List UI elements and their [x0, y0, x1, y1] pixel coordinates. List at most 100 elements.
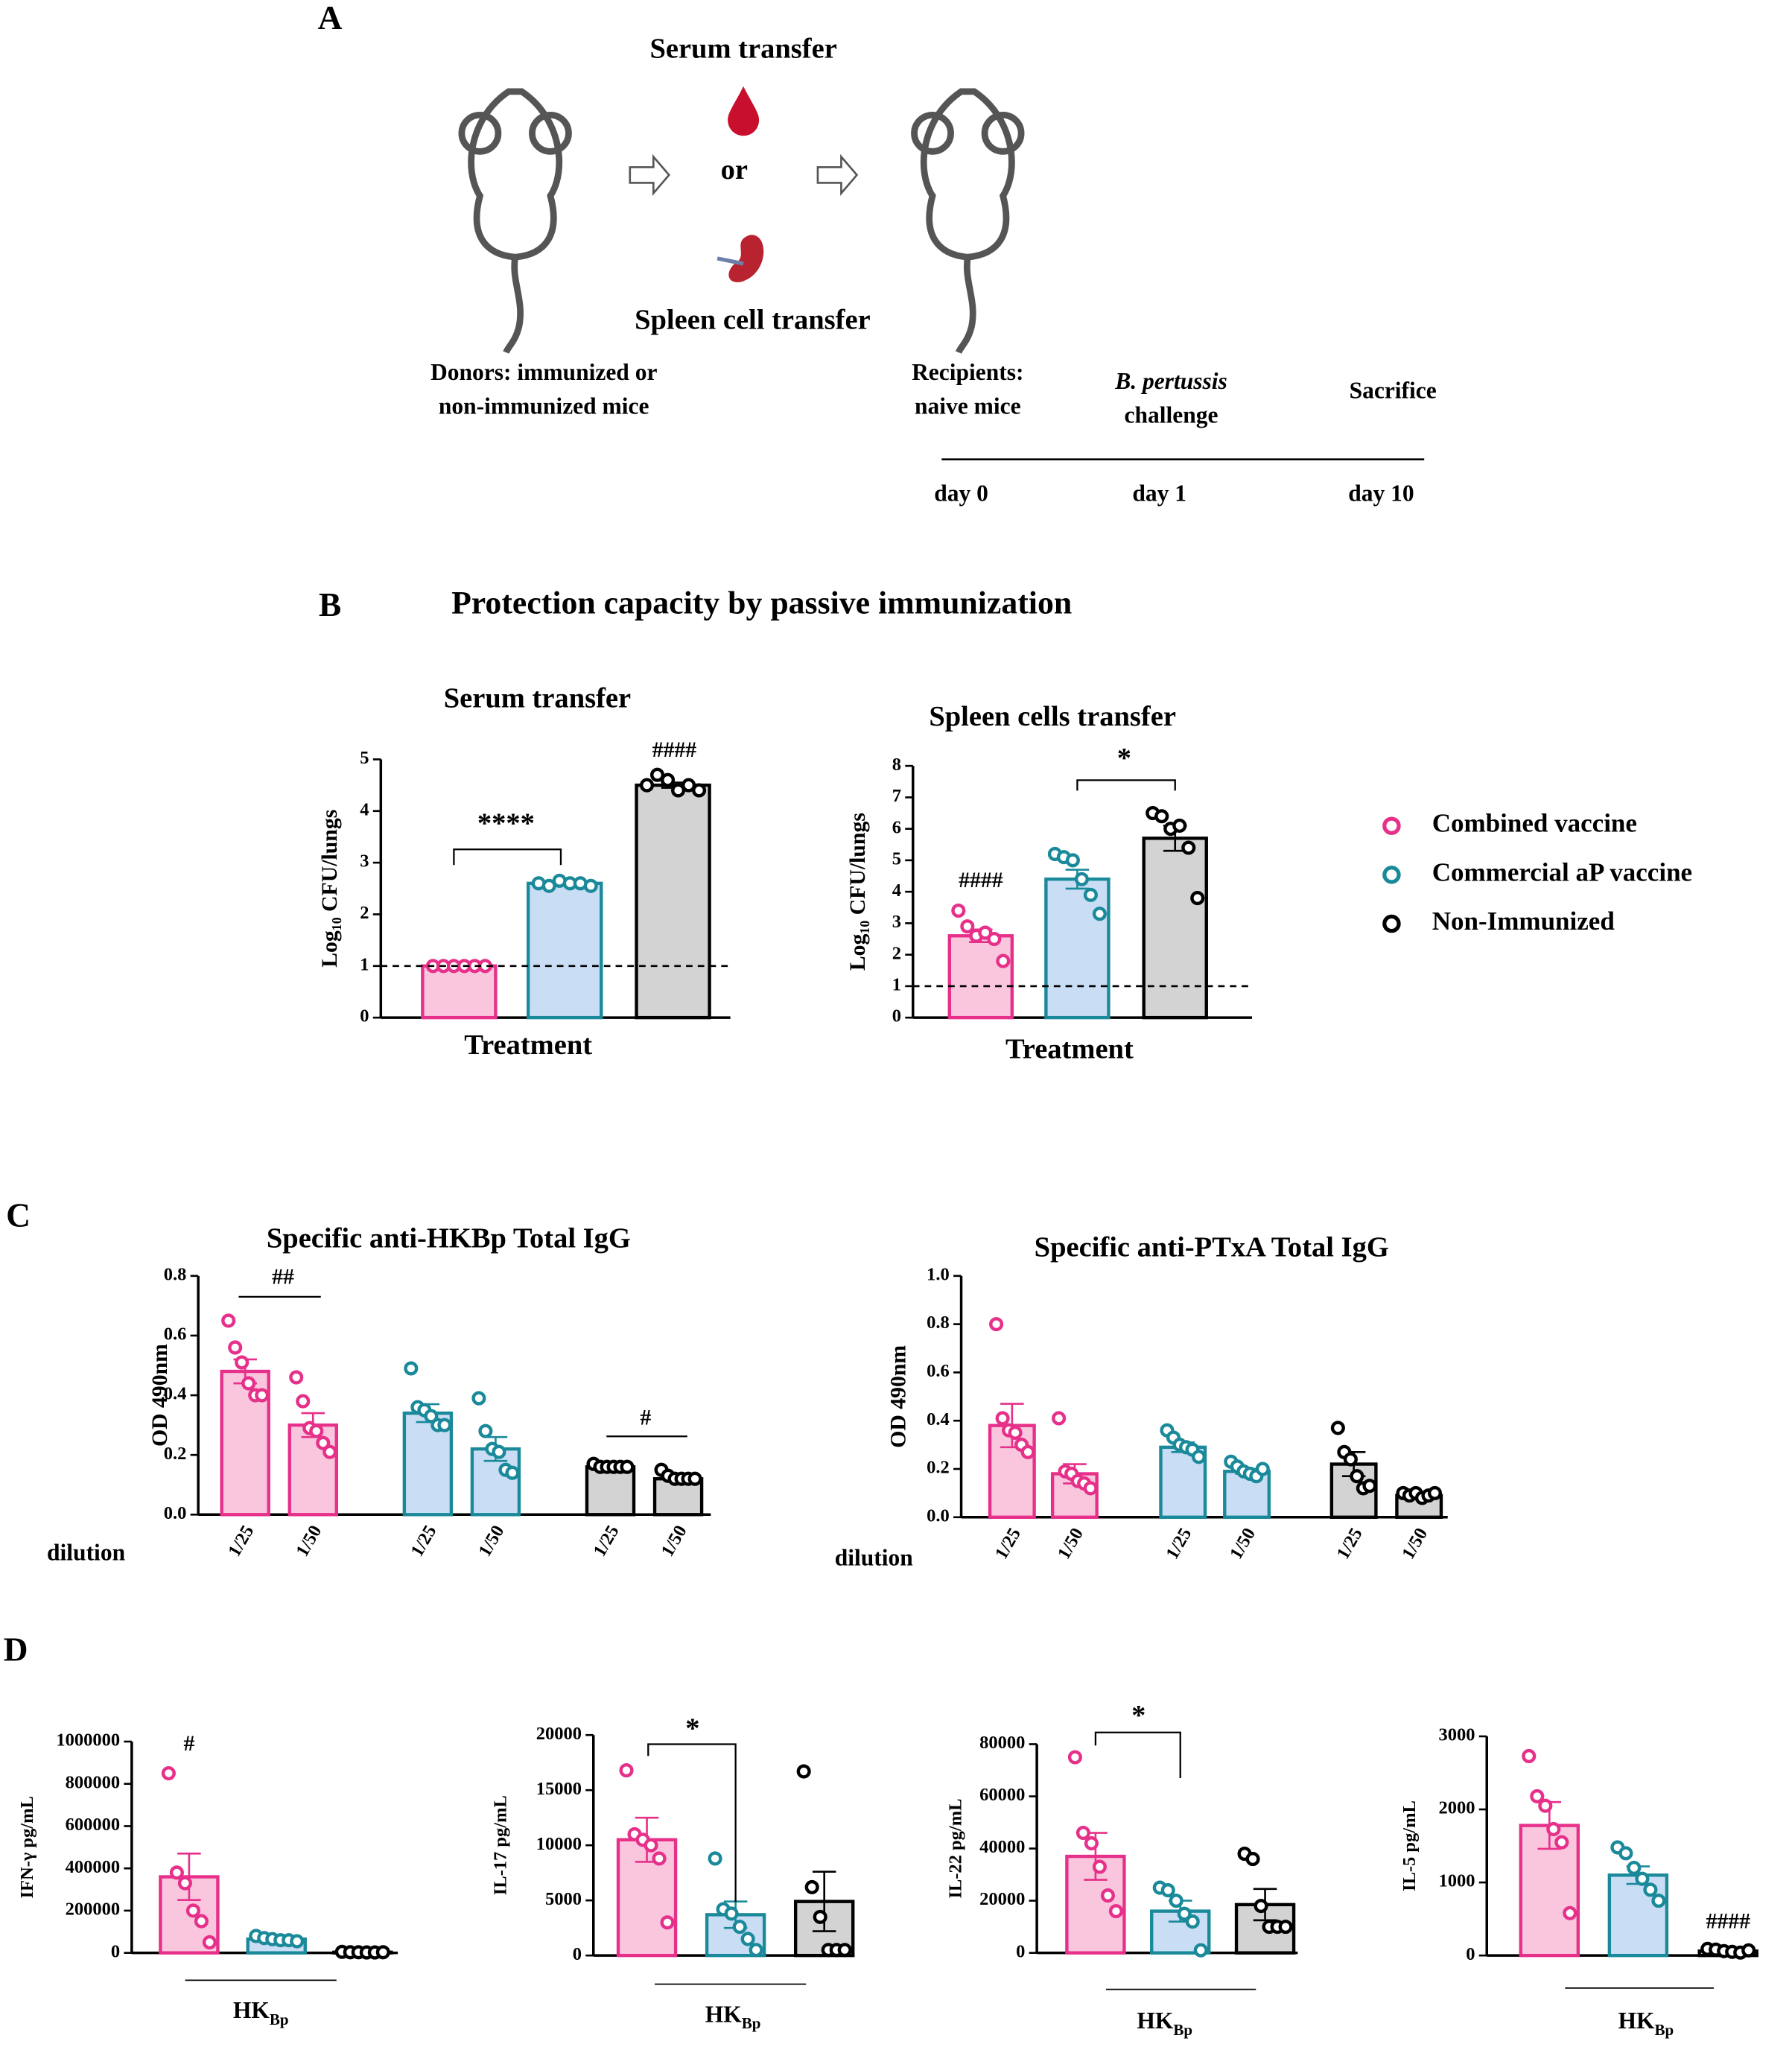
- y-tick-label: 3: [892, 912, 901, 932]
- data-point: [1020, 1444, 1035, 1459]
- y-tick-label: 0.6: [164, 1324, 187, 1345]
- data-point: [1067, 1750, 1082, 1765]
- data-point: [681, 778, 696, 793]
- data-point: [837, 1943, 852, 1958]
- y-axis-label: OD 490nm: [886, 1345, 910, 1448]
- x-axis-label: HKBp: [1618, 2008, 1674, 2039]
- y-tick-label: 1.0: [927, 1264, 950, 1284]
- y-axis-label: OD 490nm: [147, 1344, 172, 1447]
- data-point: [1169, 1894, 1183, 1908]
- data-point: [375, 1945, 390, 1960]
- panel-label: A: [318, 0, 343, 37]
- y-tick-label: 1: [892, 975, 901, 995]
- y-tick-label: 1000: [1438, 1871, 1475, 1891]
- data-point: [978, 925, 993, 940]
- data-point: [1343, 1452, 1358, 1467]
- y-tick-label: 1: [360, 954, 369, 974]
- chart: IFN-γ pg/mL HKBp 0 200000 400000 600000 800000…: [17, 1730, 398, 2028]
- legend-label: Commercial aP vaccine: [1432, 857, 1692, 886]
- data-point: [505, 1465, 520, 1480]
- annotation: ##: [272, 1264, 294, 1289]
- mouse-recipient: [911, 88, 1025, 354]
- data-point: [296, 1394, 311, 1409]
- data-point: [1627, 1860, 1642, 1876]
- x-tick-label: 1/50: [292, 1522, 325, 1560]
- x-axis-label: Treatment: [464, 1029, 592, 1061]
- data-point: [161, 1765, 176, 1781]
- annotation: ####: [652, 737, 697, 762]
- y-tick-label: 0.4: [927, 1409, 950, 1429]
- y-tick-label: 8: [892, 755, 901, 775]
- sacrifice-label: Sacrifice: [1350, 377, 1437, 403]
- x-tick-label: 1/50: [657, 1522, 690, 1560]
- data-point: [1083, 1481, 1098, 1496]
- data-point: [1255, 1462, 1270, 1476]
- y-tick-label: 0.8: [927, 1313, 950, 1333]
- data-point: [309, 1424, 324, 1438]
- data-point: [478, 1424, 493, 1438]
- data-point: [989, 1317, 1004, 1332]
- x-tick-label: 1/50: [1054, 1525, 1087, 1563]
- y-tick-label: 0: [892, 1006, 901, 1026]
- bar: [585, 1465, 636, 1517]
- y-tick-label: 0: [1466, 1944, 1475, 1964]
- data-point: [960, 919, 975, 934]
- data-point: [1052, 1411, 1067, 1426]
- data-point: [1330, 1421, 1345, 1435]
- data-point: [492, 1444, 506, 1459]
- y-tick-label: 0.6: [927, 1361, 950, 1381]
- y-tick-label: 7: [892, 786, 901, 806]
- data-point: [1108, 1904, 1123, 1919]
- data-point: [221, 1313, 236, 1328]
- annotation: *: [685, 1713, 699, 1745]
- data-point: [1100, 1888, 1115, 1903]
- y-tick-label: 3000: [1438, 1725, 1475, 1745]
- chart: IL-22 pg/mL HKBp 0 20000 40000 60000 80000 *: [946, 1700, 1298, 2039]
- x-axis-label-sub: Bp: [1173, 2021, 1192, 2039]
- recipients-label: naive mice: [915, 393, 1021, 419]
- significance-bracket: [1094, 1731, 1181, 1779]
- y-tick-label: 5: [892, 849, 901, 869]
- y-tick-label: 0.2: [927, 1458, 950, 1478]
- data-point: [185, 1903, 200, 1918]
- data-point: [1546, 1821, 1561, 1837]
- data-point: [1190, 891, 1205, 906]
- data-point: [255, 1388, 270, 1403]
- data-point: [177, 1876, 192, 1891]
- y-tick-label: 0.0: [164, 1503, 187, 1523]
- y-tick-label: 2000: [1438, 1798, 1475, 1818]
- y-tick-label: 60000: [979, 1785, 1025, 1805]
- syringe: [717, 256, 744, 266]
- recipients-label: Recipients:: [912, 359, 1023, 385]
- legend-marker: [1382, 914, 1401, 933]
- annotation: #: [640, 1405, 651, 1429]
- x-tick-label: 1/25: [589, 1522, 623, 1560]
- data-point: [1193, 1943, 1208, 1958]
- blood-drop: [728, 86, 760, 136]
- panel-label: B: [319, 585, 341, 623]
- annotation: ####: [959, 868, 1003, 892]
- data-point: [796, 1764, 811, 1779]
- y-tick-label: 0: [573, 1944, 582, 1964]
- annotation: #: [183, 1731, 194, 1756]
- x-tick-label: 1/25: [1333, 1525, 1367, 1563]
- data-point: [1074, 872, 1089, 886]
- day-label: day 0: [934, 480, 988, 507]
- significance-bracket: [1076, 779, 1176, 791]
- data-point: [194, 1914, 209, 1929]
- arrow: [629, 153, 671, 196]
- or-label: or: [721, 154, 748, 185]
- day-label: day 1: [1132, 480, 1186, 507]
- data-point: [1563, 1905, 1577, 1920]
- data-point: [813, 1909, 827, 1924]
- data-point: [951, 903, 966, 918]
- bar: [1607, 1873, 1669, 1958]
- y-tick-label: 0.2: [164, 1444, 187, 1464]
- y-tick-label: 4: [360, 799, 369, 819]
- data-point: [1554, 1835, 1569, 1850]
- x-axis-label: HKBp: [1137, 2008, 1192, 2039]
- data-point: [996, 953, 1011, 968]
- y-tick-label: 0: [360, 1006, 369, 1026]
